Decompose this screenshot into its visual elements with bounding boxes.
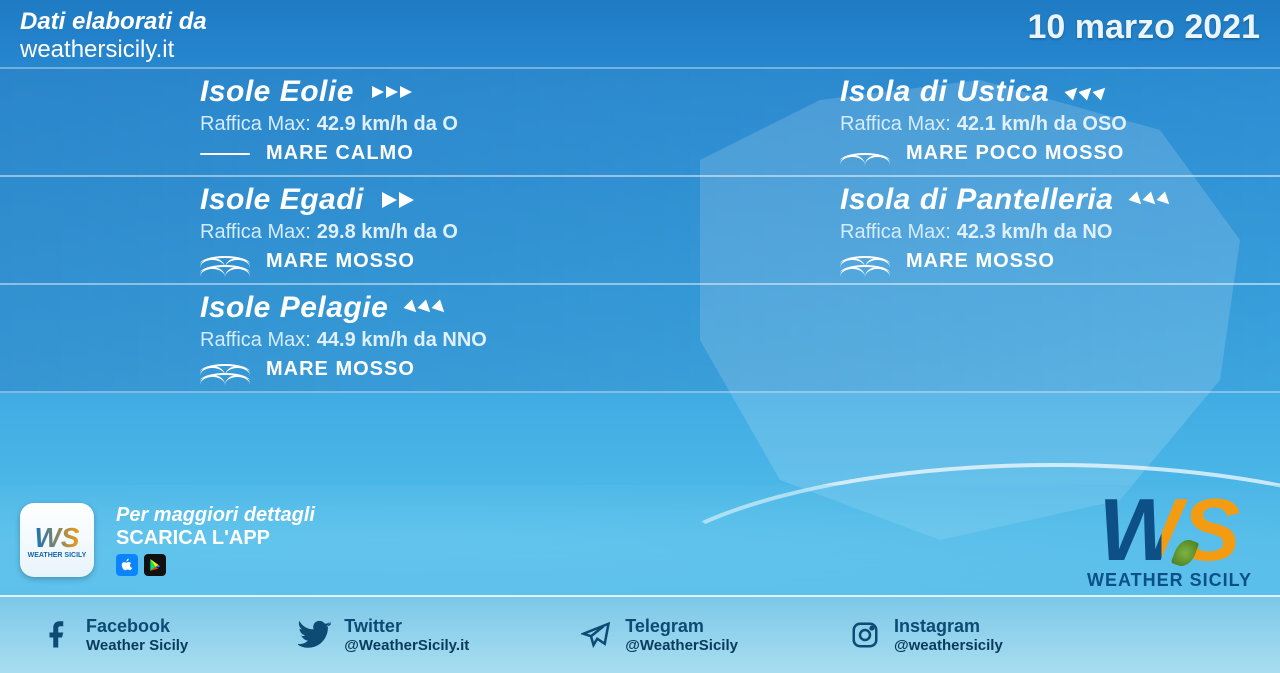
social-twitter[interactable]: Twitter@WeatherSicily.it xyxy=(298,616,469,654)
app-logo-badge: WS WEATHER SICILY xyxy=(20,503,94,577)
playstore-icon[interactable] xyxy=(144,554,166,576)
gust-line: Raffica Max:44.9 km/h da NNO xyxy=(200,329,630,352)
island-name: Isole Egadi xyxy=(200,183,630,217)
sea-light-icon xyxy=(840,145,890,163)
sea-state: MARE MOSSO xyxy=(200,358,630,381)
social-footer: FacebookWeather SicilyTwitter@WeatherSic… xyxy=(0,595,1280,673)
gust-line: Raffica Max:42.9 km/h da O xyxy=(200,113,630,136)
wind-arrows-icon xyxy=(1067,86,1107,98)
island-cell: Isola di Pantelleria Raffica Max:42.3 km… xyxy=(640,177,1280,283)
store-badges xyxy=(116,554,315,576)
social-instagram[interactable]: Instagram@weathersicily xyxy=(848,616,1003,654)
gust-line: Raffica Max:29.8 km/h da O xyxy=(200,221,630,244)
gust-line: Raffica Max:42.3 km/h da NO xyxy=(840,221,1270,244)
social-handle: Weather Sicily xyxy=(86,637,188,654)
island-name: Isole Pelagie xyxy=(200,291,630,325)
social-handle: @WeatherSicily.it xyxy=(344,637,469,654)
appstore-icon[interactable] xyxy=(116,554,138,576)
wind-arrows-icon xyxy=(372,86,412,98)
forecast-date: 10 marzo 2021 xyxy=(1028,8,1261,47)
social-name: Twitter xyxy=(344,616,469,637)
islands-grid: Isole Eolie Raffica Max:42.9 km/h da O MA… xyxy=(0,67,1280,393)
instagram-icon xyxy=(848,618,882,652)
app-text: Per maggiori dettagli SCARICA L'APP xyxy=(116,504,315,576)
social-telegram[interactable]: Telegram@WeatherSicily xyxy=(579,616,738,654)
sea-state: MARE MOSSO xyxy=(840,250,1270,273)
sea-rough-icon xyxy=(200,361,250,379)
island-row: Isole Eolie Raffica Max:42.9 km/h da O MA… xyxy=(0,67,1280,177)
social-name: Telegram xyxy=(625,616,738,637)
wind-arrows-icon xyxy=(1131,194,1171,206)
sea-rough-icon xyxy=(200,253,250,271)
social-handle: @WeatherSicily xyxy=(625,637,738,654)
brand-logo-text: WS xyxy=(1087,493,1252,568)
app-logo-text: WS xyxy=(34,522,79,554)
island-cell: Isola di Ustica Raffica Max:42.1 km/h da… xyxy=(640,69,1280,175)
island-name: Isola di Pantelleria xyxy=(840,183,1270,217)
sea-state: MARE POCO MOSSO xyxy=(840,142,1270,165)
facebook-icon xyxy=(40,618,74,652)
credit-label: Dati elaborati da xyxy=(20,8,207,36)
wind-arrows-icon xyxy=(382,192,414,208)
gust-line: Raffica Max:42.1 km/h da OSO xyxy=(840,113,1270,136)
sea-state: MARE MOSSO xyxy=(200,250,630,273)
header: Dati elaborati da weathersicily.it 10 ma… xyxy=(0,0,1280,65)
brand-logo: WS WEATHER SICILY xyxy=(1087,493,1252,591)
sea-calm-icon xyxy=(200,145,250,163)
social-name: Instagram xyxy=(894,616,1003,637)
app-logo-caption: WEATHER SICILY xyxy=(28,552,87,559)
data-credit: Dati elaborati da weathersicily.it xyxy=(20,8,207,63)
twitter-icon xyxy=(298,618,332,652)
island-cell: Isole Pelagie Raffica Max:44.9 km/h da N… xyxy=(0,285,640,391)
credit-site: weathersicily.it xyxy=(20,36,207,64)
island-cell: Isole Eolie Raffica Max:42.9 km/h da O MA… xyxy=(0,69,640,175)
sea-rough-icon xyxy=(840,253,890,271)
app-line1: Per maggiori dettagli xyxy=(116,504,315,527)
wind-arrows-icon xyxy=(406,302,446,314)
social-handle: @weathersicily xyxy=(894,637,1003,654)
island-name: Isola di Ustica xyxy=(840,75,1270,109)
island-name: Isole Eolie xyxy=(200,75,630,109)
telegram-icon xyxy=(579,618,613,652)
island-row: Isole Egadi Raffica Max:29.8 km/h da O MA… xyxy=(0,175,1280,285)
sea-state: MARE CALMO xyxy=(200,142,630,165)
island-cell: Isole Egadi Raffica Max:29.8 km/h da O MA… xyxy=(0,177,640,283)
app-line2: SCARICA L'APP xyxy=(116,527,315,550)
social-facebook[interactable]: FacebookWeather Sicily xyxy=(40,616,188,654)
island-row: Isole Pelagie Raffica Max:44.9 km/h da N… xyxy=(0,283,1280,393)
social-name: Facebook xyxy=(86,616,188,637)
